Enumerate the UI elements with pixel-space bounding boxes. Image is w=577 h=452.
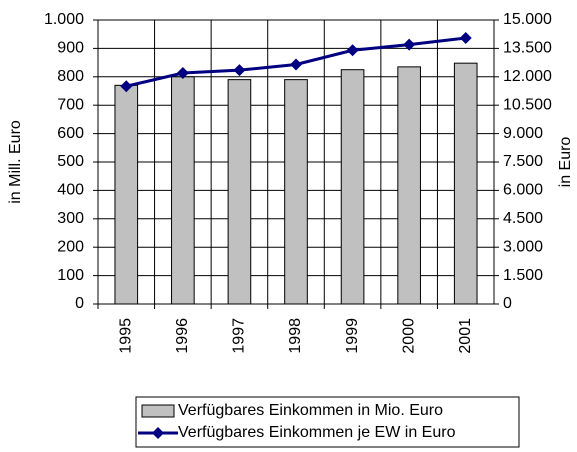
y2-tick-label: 9.000	[503, 125, 543, 142]
line-marker	[403, 38, 416, 51]
x-tick-label: 2000	[400, 318, 417, 354]
x-tick-label: 1997	[231, 318, 248, 354]
legend-label: Verfügbares Einkommen in Mio. Euro	[178, 402, 443, 419]
bar	[453, 62, 478, 305]
x-tick-label: 1999	[344, 318, 361, 354]
y2-tick-label: 1.500	[503, 267, 543, 284]
y2-tick-label: 3.000	[503, 238, 543, 255]
y-tick-label: 900	[57, 40, 84, 57]
x-tick-label: 1998	[287, 318, 304, 354]
y2-tick-label: 15.000	[503, 11, 552, 28]
y-axis-title: in Mill. Euro	[7, 120, 24, 204]
y-tick-label: 400	[57, 182, 84, 199]
y2-tick-label: 7.500	[503, 153, 543, 170]
y2-tick-label: 6.000	[503, 182, 543, 199]
x-tick-label: 1996	[174, 318, 191, 354]
line-marker	[233, 64, 246, 77]
y2-tick-label: 12.000	[503, 68, 552, 85]
line-marker	[290, 58, 302, 71]
legend-marker	[152, 427, 164, 439]
y-tick-label: 1.000	[44, 11, 84, 28]
legend-box	[135, 396, 520, 448]
y-tick-label: 200	[57, 238, 84, 255]
legend-swatch	[141, 404, 175, 418]
bar	[340, 69, 365, 305]
y-tick-label: 300	[57, 210, 84, 227]
y2-tick-label: 10.500	[503, 96, 552, 113]
line-marker	[176, 67, 189, 80]
y2-tick-label: 4.500	[503, 210, 543, 227]
y2-tick-label: 0	[503, 295, 512, 312]
x-tick-label: 1995	[118, 318, 135, 354]
line-marker	[346, 44, 359, 57]
bar	[171, 76, 195, 305]
x-tick-label: 2001	[457, 318, 474, 354]
y-tick-label: 0	[75, 295, 84, 312]
bar	[227, 79, 252, 305]
legend-label: Verfügbares Einkommen je EW in Euro	[178, 424, 456, 441]
bar	[284, 79, 308, 305]
y-tick-label: 100	[57, 267, 84, 284]
bar	[114, 84, 139, 305]
y2-tick-label: 13.500	[503, 40, 552, 57]
y-tick-label: 800	[57, 68, 84, 85]
line-marker	[459, 31, 472, 44]
y2-axis-title: in Euro	[557, 137, 574, 188]
y-tick-label: 500	[57, 153, 84, 170]
line-marker	[120, 80, 133, 93]
bar	[397, 66, 421, 305]
y-tick-label: 600	[57, 125, 84, 142]
y-tick-label: 700	[57, 96, 84, 113]
